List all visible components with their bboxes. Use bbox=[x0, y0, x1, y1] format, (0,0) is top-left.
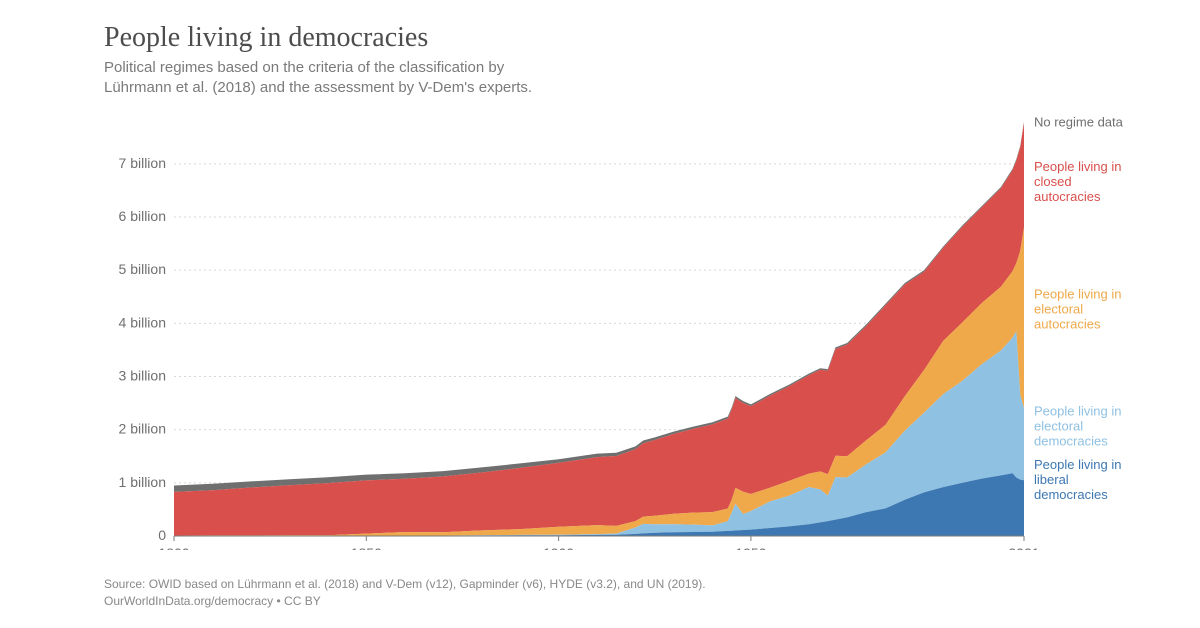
series-label-electoral_autocracies: People living in bbox=[1034, 287, 1121, 302]
y-axis-label: 7 billion bbox=[119, 155, 166, 171]
subtitle-line-1: Political regimes based on the criteria … bbox=[104, 58, 1200, 78]
chart-container: People living in democracies Political r… bbox=[0, 0, 1200, 628]
series-label-electoral_democracies: democracies bbox=[1034, 434, 1108, 449]
series-label-electoral_autocracies: electoral bbox=[1034, 302, 1083, 317]
y-axis-label: 4 billion bbox=[119, 314, 166, 330]
x-axis-label: 1900 bbox=[543, 545, 574, 550]
y-axis-label: 1 billion bbox=[119, 474, 166, 490]
series-label-liberal_democracies: democracies bbox=[1034, 487, 1108, 502]
series-label-electoral_democracies: electoral bbox=[1034, 419, 1083, 434]
y-axis-label: 5 billion bbox=[119, 261, 166, 277]
series-label-liberal_democracies: People living in bbox=[1034, 457, 1121, 472]
x-axis-label: 2021 bbox=[1008, 545, 1039, 550]
y-axis-label: 0 bbox=[158, 527, 166, 543]
chart-svg: 0 1 billion 2 billion 3 billion 4 billion 5 b… bbox=[104, 100, 1164, 550]
series-label-liberal_democracies: liberal bbox=[1034, 472, 1069, 487]
series-label-closed_autocracies: People living in bbox=[1034, 159, 1121, 174]
subtitle-line-2: Lührmann et al. (2018) and the assessmen… bbox=[104, 78, 1200, 98]
chart-title: People living in democracies bbox=[104, 22, 1200, 54]
x-axis-label: 1800 bbox=[158, 545, 189, 550]
y-axis-label: 2 billion bbox=[119, 421, 166, 437]
series-label-closed_autocracies: closed bbox=[1034, 174, 1072, 189]
x-axis-label: 1850 bbox=[351, 545, 382, 550]
chart-plot-area: 0 1 billion 2 billion 3 billion 4 billion 5 b… bbox=[104, 100, 1164, 550]
series-label-electoral_democracies: People living in bbox=[1034, 404, 1121, 419]
source-line: Source: OWID based on Lührmann et al. (2… bbox=[104, 576, 706, 593]
chart-subtitle: Political regimes based on the criteria … bbox=[104, 58, 1200, 99]
chart-footer: Source: OWID based on Lührmann et al. (2… bbox=[104, 576, 706, 610]
y-axis-label: 6 billion bbox=[119, 208, 166, 224]
series-label-closed_autocracies: autocracies bbox=[1034, 189, 1101, 204]
series-label-no_regime_data: No regime data bbox=[1034, 115, 1124, 130]
series-label-electoral_autocracies: autocracies bbox=[1034, 317, 1101, 332]
x-axis-label: 1950 bbox=[735, 545, 766, 550]
attribution-line: OurWorldInData.org/democracy • CC BY bbox=[104, 593, 706, 610]
y-axis-label: 3 billion bbox=[119, 368, 166, 384]
